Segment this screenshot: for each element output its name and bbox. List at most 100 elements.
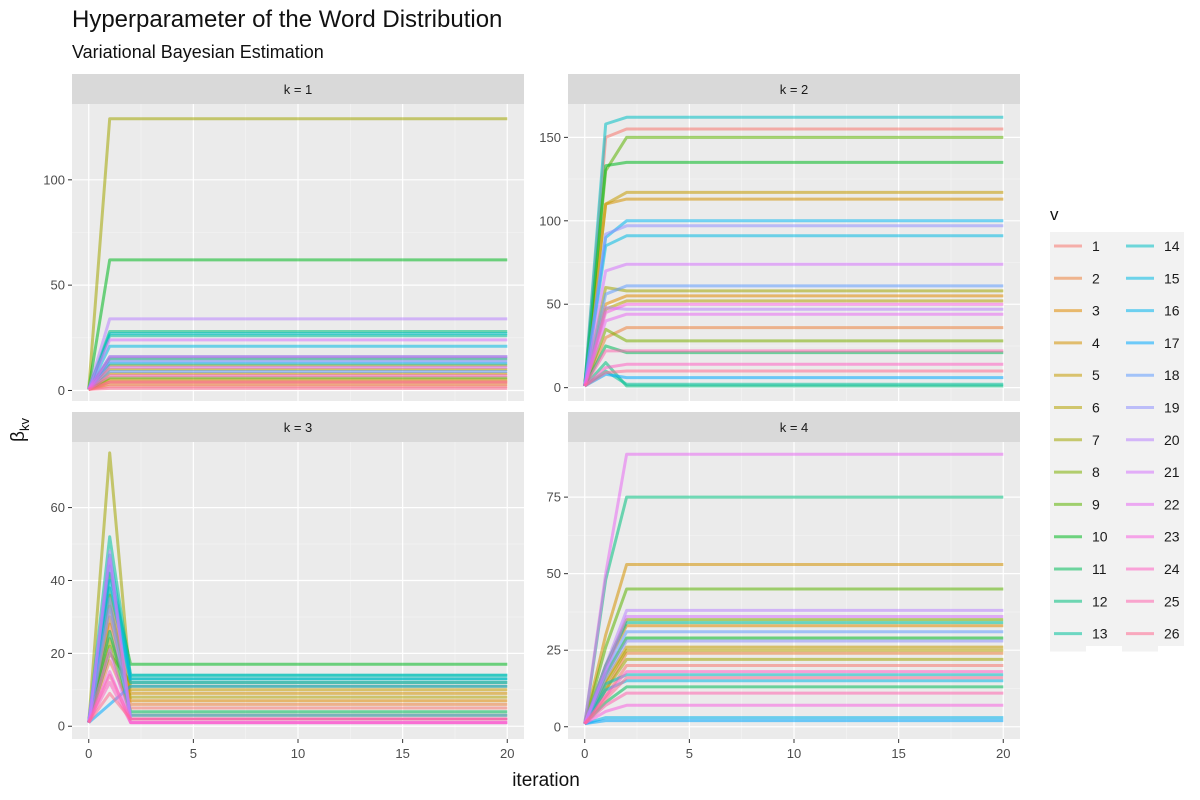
y-tick-label: 100 bbox=[539, 213, 561, 228]
legend-label: 25 bbox=[1164, 593, 1180, 609]
facet-strip bbox=[568, 74, 1020, 104]
series-line-v26 bbox=[88, 386, 508, 391]
series-line-v4 bbox=[583, 563, 1004, 725]
x-tick-label: 10 bbox=[787, 746, 801, 761]
facet-strip-label: k = 4 bbox=[780, 420, 809, 435]
series-line-v26 bbox=[583, 676, 1004, 725]
legend-label: 10 bbox=[1092, 529, 1108, 545]
legend-key-bg bbox=[1122, 328, 1158, 361]
legend-label: 4 bbox=[1092, 335, 1100, 351]
series-line-v26 bbox=[87, 691, 508, 724]
legend-key-bg bbox=[1122, 522, 1158, 555]
series-line-v15 bbox=[583, 679, 1004, 725]
y-tick-label: 50 bbox=[547, 297, 561, 312]
x-tick-label: 20 bbox=[500, 746, 514, 761]
legend-label: 23 bbox=[1164, 529, 1180, 545]
series-line-v19 bbox=[583, 224, 1004, 387]
series-line-v10 bbox=[583, 160, 1004, 387]
series-line-v9 bbox=[583, 587, 1004, 725]
x-tick-label: 0 bbox=[85, 746, 92, 761]
facet-strip-label: k = 2 bbox=[780, 82, 809, 97]
facet-panel-k2: k = 2 0 50 100 150 bbox=[539, 74, 1020, 401]
facet-strip bbox=[568, 412, 1020, 442]
facet-panel-k3: k = 3 0 5 10 15 20 0 20 40 60 bbox=[51, 412, 524, 761]
legend-key-bg bbox=[1050, 264, 1086, 297]
x-axis-label: iteration bbox=[512, 770, 580, 791]
x-tick-label: 0 bbox=[581, 746, 588, 761]
legend-label: 20 bbox=[1164, 432, 1180, 448]
legend: v 12345678910111213141516171819202122232… bbox=[1050, 205, 1184, 652]
legend-key-bg bbox=[1122, 619, 1158, 652]
legend-key-bg bbox=[1050, 296, 1086, 329]
legend-key-bg bbox=[1050, 425, 1086, 458]
legend-key-bg bbox=[1050, 522, 1086, 555]
series-line-v17 bbox=[87, 684, 508, 724]
legend-key-bg bbox=[1122, 458, 1158, 491]
series-line-v16 bbox=[87, 579, 508, 723]
series-line-v23 bbox=[583, 302, 1004, 387]
legend-label: 16 bbox=[1164, 303, 1180, 319]
legend-label: 8 bbox=[1092, 464, 1100, 480]
legend-key-bg bbox=[1050, 393, 1086, 426]
legend-key-bg bbox=[1122, 264, 1158, 297]
legend-key-bg bbox=[1050, 490, 1086, 523]
y-tick-label: 75 bbox=[547, 490, 561, 505]
x-tick-label: 20 bbox=[996, 746, 1010, 761]
series-line-v26 bbox=[583, 369, 1004, 388]
legend-label: 14 bbox=[1164, 238, 1180, 254]
series-line-v22 bbox=[583, 452, 1004, 724]
legend-key-bg bbox=[1122, 296, 1158, 329]
series-line-v24 bbox=[87, 374, 508, 391]
legend-key-bg bbox=[1122, 232, 1158, 264]
legend-key-bg bbox=[1122, 555, 1158, 587]
series-line-v25 bbox=[583, 691, 1004, 725]
legend-label: 17 bbox=[1164, 335, 1180, 351]
legend-label: 18 bbox=[1164, 367, 1180, 383]
facet-strip bbox=[72, 412, 524, 442]
series-line-v24 bbox=[583, 362, 1004, 388]
legend-label: 7 bbox=[1092, 432, 1100, 448]
series-line-v16 bbox=[584, 716, 1004, 726]
legend-label: 3 bbox=[1092, 303, 1100, 319]
legend-label: 13 bbox=[1092, 626, 1108, 642]
y-tick-label: 100 bbox=[43, 172, 65, 187]
series-line-v21 bbox=[583, 262, 1004, 387]
series-line-v17 bbox=[584, 719, 1004, 726]
legend-key-bg bbox=[1122, 361, 1158, 394]
y-tick-label: 150 bbox=[539, 130, 561, 145]
facet-panel-k4: k = 4 0 5 10 15 20 0 25 50 75 bbox=[547, 412, 1020, 761]
legend-key-bg bbox=[1050, 328, 1086, 361]
y-tick-label: 0 bbox=[554, 719, 561, 734]
legend-key-bg bbox=[1050, 458, 1086, 491]
legend-label: 15 bbox=[1164, 270, 1180, 286]
y-axis-label-main: β bbox=[8, 431, 29, 442]
series-line-v23 bbox=[583, 703, 1004, 725]
x-tick-label: 15 bbox=[891, 746, 905, 761]
legend-label: 24 bbox=[1164, 561, 1180, 577]
y-tick-label: 60 bbox=[51, 500, 65, 515]
y-tick-label: 0 bbox=[58, 383, 65, 398]
x-tick-label: 5 bbox=[686, 746, 693, 761]
series-line-v14 bbox=[583, 673, 1004, 725]
y-axis-label-subscript: kv bbox=[17, 418, 32, 432]
legend-key-bg bbox=[1122, 425, 1158, 458]
legend-label: 21 bbox=[1164, 464, 1180, 480]
series-line-v25 bbox=[88, 380, 508, 391]
facet-strip-label: k = 3 bbox=[284, 420, 313, 435]
legend-key-bg bbox=[1050, 232, 1086, 264]
legend-label: 1 bbox=[1092, 238, 1100, 254]
series-line-v8 bbox=[583, 327, 1004, 387]
series-line-v20 bbox=[583, 608, 1004, 725]
y-tick-label: 20 bbox=[51, 646, 65, 661]
y-tick-label: 25 bbox=[547, 643, 561, 658]
series-line-v20 bbox=[87, 317, 508, 390]
legend-key-bg bbox=[1122, 490, 1158, 523]
series-line-v12 bbox=[583, 361, 1004, 388]
series-line-v10 bbox=[87, 258, 508, 390]
series-line-v7 bbox=[87, 117, 508, 390]
x-tick-label: 15 bbox=[395, 746, 409, 761]
facet-strip bbox=[72, 74, 524, 104]
series-line-v23 bbox=[87, 355, 508, 391]
